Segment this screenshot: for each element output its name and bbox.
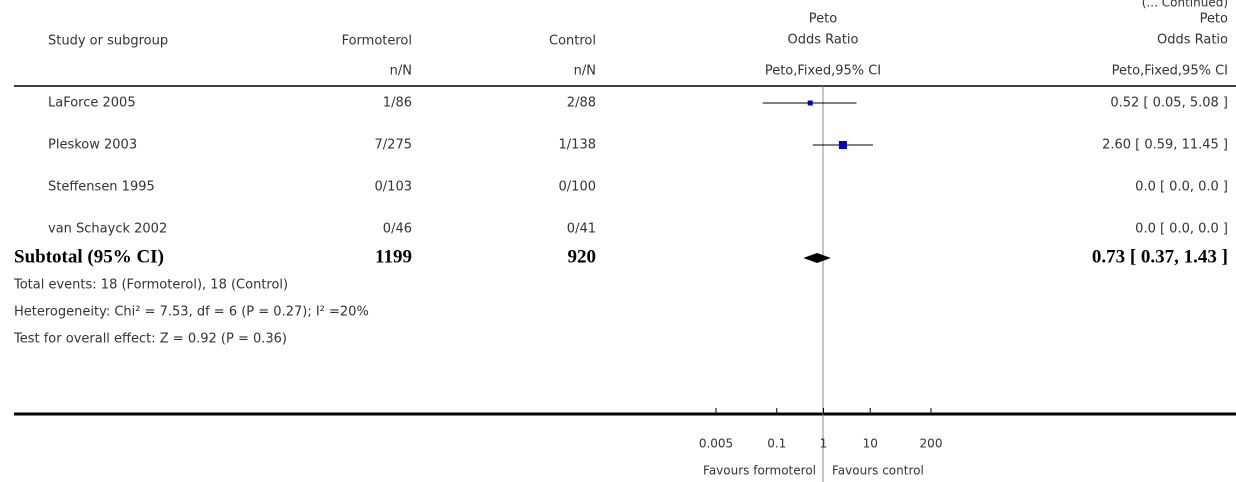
subtotal-effect: 0.73 [ 0.37, 1.43 ] <box>1092 246 1228 267</box>
footnote: Heterogeneity: Chi² = 7.53, df = 6 (P = … <box>14 305 369 320</box>
subtotal-name: Subtotal (95% CI) <box>14 246 164 267</box>
footnote: Test for overall effect: Z = 0.92 (P = 0… <box>13 332 287 347</box>
treatment-count: 1/86 <box>383 96 412 111</box>
header-ratio: Peto <box>1200 12 1228 27</box>
control-count: 0/100 <box>559 180 596 195</box>
subtotal-diamond <box>803 253 831 263</box>
header-treatment: Formoterol <box>342 34 412 49</box>
effect-label: 0.0 [ 0.0, 0.0 ] <box>1135 180 1228 195</box>
x-tick-label: 0.005 <box>699 437 733 451</box>
effect-square <box>807 100 813 106</box>
treatment-count: 0/46 <box>383 222 412 237</box>
effect-label: 0.0 [ 0.0, 0.0 ] <box>1135 222 1228 237</box>
study-name: Steffensen 1995 <box>48 180 155 195</box>
continued-note: (... Continued) <box>1142 0 1228 10</box>
subheader: n/N <box>574 64 596 79</box>
header-control: Control <box>549 34 596 49</box>
effect-label: 2.60 [ 0.59, 11.45 ] <box>1102 138 1228 153</box>
subheader: Peto,Fixed,95% CI <box>765 64 881 79</box>
x-tick-label: 10 <box>863 437 878 451</box>
subheader: n/N <box>390 64 412 79</box>
treatment-count: 0/103 <box>375 180 412 195</box>
subtotal-control: 920 <box>568 246 597 267</box>
subtotal-treatment: 1199 <box>375 246 412 267</box>
subheader: Peto,Fixed,95% CI <box>1112 64 1228 79</box>
x-tick-label: 0.1 <box>767 437 786 451</box>
control-count: 2/88 <box>567 96 596 111</box>
study-name: Pleskow 2003 <box>48 138 137 153</box>
effect-square <box>838 141 847 149</box>
effect-label: 0.52 [ 0.05, 5.08 ] <box>1110 96 1228 111</box>
control-count: 1/138 <box>559 138 596 153</box>
x-label-left: Favours formoterol <box>703 464 816 478</box>
treatment-count: 7/275 <box>375 138 412 153</box>
header-plot: Peto <box>809 12 837 27</box>
control-count: 0/41 <box>567 222 596 237</box>
x-label-right: Favours control <box>832 464 924 478</box>
study-name: LaForce 2005 <box>48 96 136 111</box>
header-study: Study or subgroup <box>48 34 168 49</box>
footnote: Total events: 18 (Formoterol), 18 (Contr… <box>13 278 288 293</box>
study-name: van Schayck 2002 <box>48 222 167 237</box>
header-plot: Odds Ratio <box>787 33 858 48</box>
header-ratio: Odds Ratio <box>1157 33 1228 48</box>
x-tick-label: 200 <box>920 437 943 451</box>
x-tick-label: 1 <box>820 437 828 451</box>
